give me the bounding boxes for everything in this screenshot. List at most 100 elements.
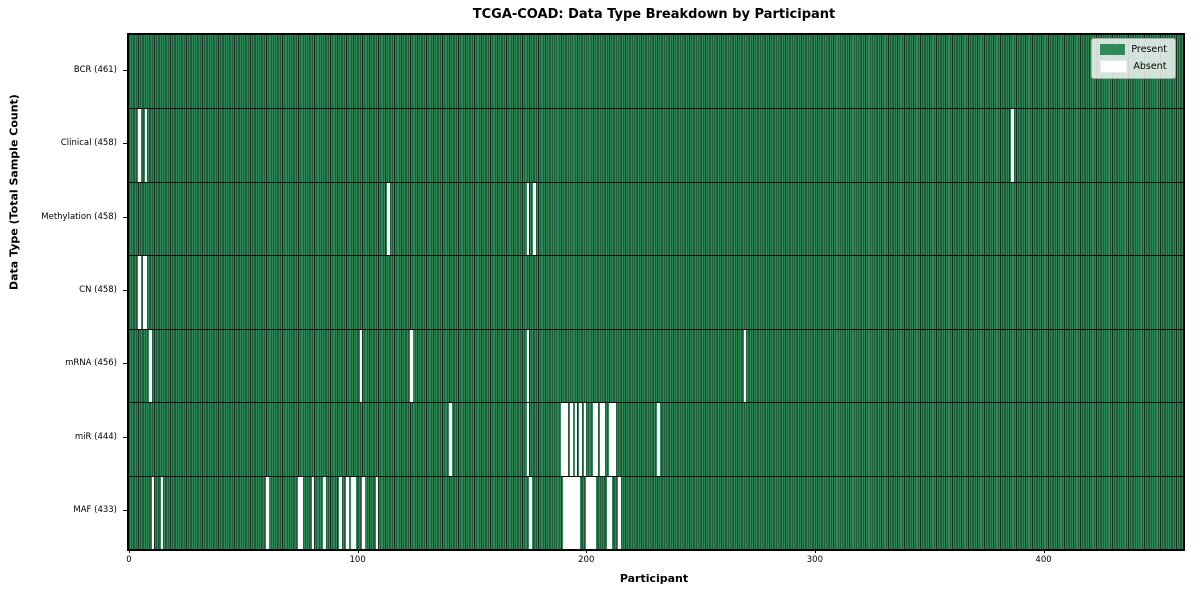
x-tick-mark <box>814 549 816 553</box>
absent-stripe <box>743 328 747 403</box>
absent-stripe <box>565 475 569 549</box>
absent-stripe <box>137 255 141 329</box>
legend-label-absent: Absent <box>1133 61 1167 72</box>
absent-stripe <box>323 475 326 549</box>
absent-stripe <box>563 475 566 549</box>
absent-stripe <box>608 475 612 549</box>
row-separator <box>129 328 1183 330</box>
absent-stripe <box>528 475 532 549</box>
legend-item-absent: Absent <box>1100 60 1167 73</box>
heatmap-row-cn <box>129 255 1183 329</box>
absent-stripe <box>579 402 582 476</box>
x-tick-label: 0 <box>126 555 132 565</box>
y-tick-mark <box>123 363 127 365</box>
absent-stripe <box>265 475 269 549</box>
heatmap-row-mrna <box>129 328 1183 403</box>
absent-stripe <box>565 402 569 476</box>
x-tick-mark <box>586 549 588 553</box>
absent-stripe <box>300 475 303 549</box>
x-tick-label: 400 <box>1035 555 1052 565</box>
absent-stripe <box>570 402 573 476</box>
absent-stripe <box>311 475 315 549</box>
y-tick-label: Methylation (458) <box>41 211 117 222</box>
absent-stripe <box>586 475 589 549</box>
y-tick-label: miR (444) <box>74 431 117 442</box>
y-tick-label: MAF (433) <box>73 505 117 516</box>
absent-stripe <box>149 328 153 403</box>
absent-stripe <box>410 328 413 403</box>
absent-stripe <box>387 181 390 256</box>
y-axis-label: Data Type (Total Sample Count) <box>7 94 21 290</box>
absent-stripe <box>590 475 594 549</box>
absent-stripe <box>576 475 580 549</box>
heatmap-row-maf <box>129 475 1183 549</box>
absent-stripe <box>362 475 365 549</box>
absent-stripe <box>606 475 610 549</box>
row-separator <box>129 255 1183 257</box>
absent-stripe <box>592 402 596 476</box>
absent-stripe <box>592 475 596 549</box>
absent-stripe <box>144 255 148 329</box>
row-separator <box>129 108 1183 110</box>
legend-item-present: Present <box>1100 44 1167 55</box>
absent-stripe <box>339 475 342 549</box>
absent-stripe <box>142 255 146 329</box>
absent-stripe <box>570 475 573 549</box>
absent-stripe <box>572 475 576 549</box>
y-tick-label: BCR (461) <box>73 64 117 75</box>
absent-stripe <box>144 108 148 182</box>
x-tick-mark <box>129 549 130 553</box>
absent-stripe <box>608 402 612 476</box>
absent-stripe <box>611 402 614 476</box>
y-tick-label: CN (458) <box>79 285 117 295</box>
y-tick-mark <box>123 436 127 438</box>
absent-stripe <box>563 402 566 476</box>
absent-stripe <box>560 402 564 476</box>
absent-stripe <box>151 475 155 549</box>
x-axis-label: Participant <box>619 572 689 585</box>
absent-stripe <box>533 181 537 256</box>
absent-stripe <box>602 402 605 476</box>
absent-stripe <box>595 402 598 476</box>
chart-title: TCGA-COAD: Data Type Breakdown by Partic… <box>472 7 836 22</box>
absent-stripe <box>526 402 530 476</box>
absent-stripe <box>297 475 301 549</box>
absent-stripe <box>137 108 141 182</box>
row-separator <box>129 475 1183 477</box>
y-tick-label: mRNA (456) <box>65 358 117 369</box>
absent-stripe <box>160 475 164 549</box>
absent-stripe <box>359 328 363 403</box>
y-tick-mark <box>123 69 127 71</box>
absent-stripe <box>583 402 587 476</box>
absent-stripe <box>375 475 379 549</box>
absent-stripe <box>574 475 578 549</box>
y-tick-mark <box>123 510 127 512</box>
absent-stripe <box>613 402 617 476</box>
x-tick-label: 100 <box>349 555 366 565</box>
y-tick-label: Clinical (458) <box>60 138 117 149</box>
heatmap-row-clinical <box>129 108 1183 182</box>
x-tick-mark <box>357 549 359 553</box>
present-swatch <box>1100 44 1126 55</box>
heatmap-row-mir <box>129 402 1183 476</box>
absent-stripe <box>448 402 452 476</box>
legend-label-present: Present <box>1131 44 1167 55</box>
absent-stripe <box>1011 108 1014 182</box>
x-tick-label: 200 <box>578 555 595 565</box>
x-tick-mark <box>1043 549 1045 553</box>
y-tick-mark <box>123 290 127 291</box>
row-separator <box>129 402 1183 404</box>
absent-stripe <box>526 328 530 403</box>
absent-stripe <box>352 475 356 549</box>
heatmap-row-methylation <box>129 181 1183 256</box>
absent-swatch <box>1100 60 1128 73</box>
absent-stripe <box>656 402 660 476</box>
absent-stripe <box>618 475 621 549</box>
legend: Present Absent <box>1091 38 1176 79</box>
plot-area <box>127 33 1185 551</box>
heatmap-row-bcr <box>129 35 1183 109</box>
absent-stripe <box>599 402 603 476</box>
absent-stripe <box>574 402 578 476</box>
y-tick-mark <box>123 143 127 145</box>
